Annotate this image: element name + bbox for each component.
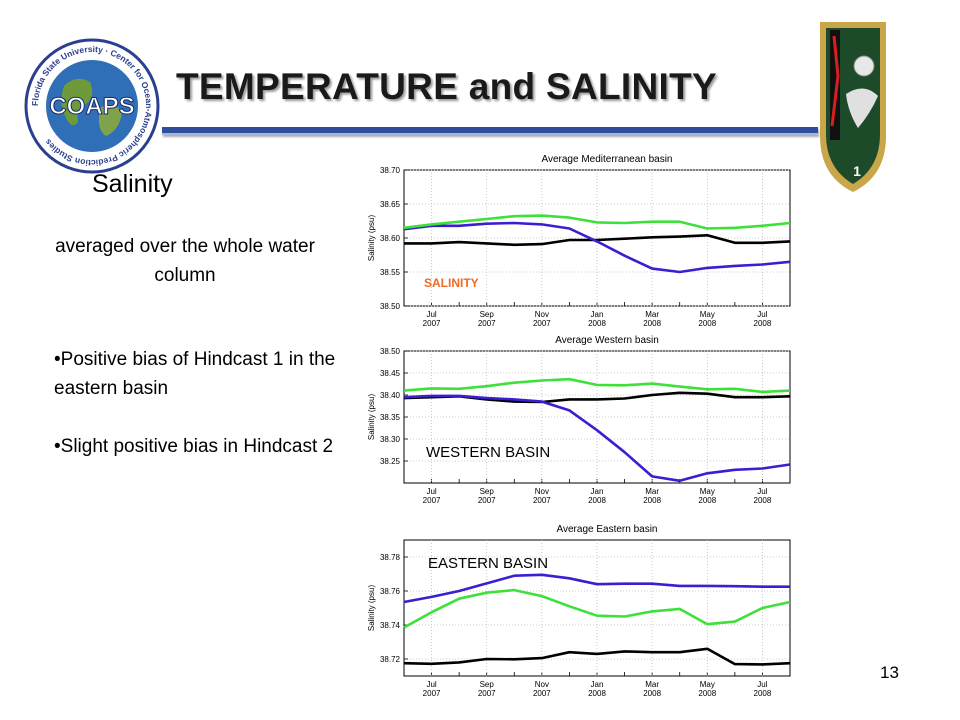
- y-tick-label: 38.76: [380, 587, 401, 596]
- x-tick-label: 2007: [423, 319, 441, 328]
- x-tick-label: 2008: [698, 689, 716, 698]
- x-tick-label: Jul: [757, 487, 767, 496]
- x-tick-label: 2008: [754, 689, 772, 698]
- chart-title: Average Eastern basin: [557, 524, 658, 535]
- x-tick-label: Mar: [645, 680, 659, 689]
- y-tick-label: 38.45: [380, 369, 401, 378]
- x-tick-label: Jul: [757, 680, 767, 689]
- chart-western: Average Western basin 38.25 38.30 38.35 38.4…: [367, 335, 791, 505]
- x-tick-label: 2007: [533, 689, 551, 698]
- chart-annotation: SALINITY: [424, 276, 479, 290]
- y-tick-label: 38.30: [380, 435, 401, 444]
- x-tick-label: Nov: [535, 310, 549, 319]
- y-tick-label: 38.50: [380, 302, 401, 311]
- y-tick-label: 38.72: [380, 655, 401, 664]
- x-tick-label: Mar: [645, 310, 659, 319]
- x-tick-label: May: [700, 310, 715, 319]
- x-tick-label: 2007: [533, 319, 551, 328]
- x-tick-label: 2007: [423, 496, 441, 505]
- y-tick-label: 38.70: [380, 166, 401, 175]
- y-tick-label: 38.50: [380, 347, 401, 356]
- x-tick-label: 2007: [533, 496, 551, 505]
- x-tick-label: Sep: [480, 680, 495, 689]
- chart-mediterranean: Average Mediterranean basin 38.50 38.55 38.…: [367, 154, 791, 328]
- series-line: [403, 573, 790, 604]
- logo-wordmark: COAPS: [49, 93, 134, 120]
- svg-text:1: 1: [853, 163, 861, 179]
- x-tick-label: 2008: [588, 319, 606, 328]
- y-tick-label: 38.40: [380, 391, 401, 400]
- section-heading: Salinity: [92, 170, 173, 198]
- x-tick-label: 2008: [588, 689, 606, 698]
- x-tick-label: 2007: [478, 496, 496, 505]
- series-line: [403, 588, 791, 629]
- regiment-emblem: 1: [820, 22, 886, 192]
- y-tick-label: 38.74: [380, 621, 401, 630]
- y-tick-label: 38.60: [380, 234, 401, 243]
- x-tick-label: Sep: [480, 310, 495, 319]
- x-tick-label: Nov: [535, 487, 549, 496]
- y-axis-label: Salinity (psu): [367, 394, 376, 441]
- x-tick-label: 2008: [643, 496, 661, 505]
- y-axis-label: Salinity (psu): [367, 215, 376, 262]
- x-tick-label: Jan: [591, 310, 604, 319]
- series-line: [403, 377, 791, 394]
- x-tick-label: 2008: [643, 689, 661, 698]
- x-tick-label: Mar: [645, 487, 659, 496]
- x-tick-label: 2008: [588, 496, 606, 505]
- y-axis-label: Salinity (psu): [367, 585, 376, 632]
- chart-title: Average Mediterranean basin: [541, 154, 672, 165]
- x-tick-label: May: [700, 487, 715, 496]
- series-line: [403, 647, 791, 666]
- x-tick-label: 2007: [478, 689, 496, 698]
- x-tick-label: Jul: [426, 487, 436, 496]
- x-tick-label: Nov: [535, 680, 549, 689]
- y-tick-label: 38.78: [380, 553, 401, 562]
- x-tick-label: Jul: [426, 680, 436, 689]
- chart-title: Average Western basin: [555, 335, 659, 346]
- coaps-logo: COAPS Florida State University · Center …: [24, 38, 160, 174]
- x-tick-label: 2007: [423, 689, 441, 698]
- x-tick-label: 2008: [754, 319, 772, 328]
- series-line: [403, 214, 791, 230]
- averaging-note: averaged over the whole water column: [55, 236, 315, 286]
- y-tick-label: 38.55: [380, 268, 401, 277]
- y-tick-label: 38.35: [380, 413, 401, 422]
- x-tick-label: 2008: [698, 319, 716, 328]
- bullet-point: •Positive bias of Hindcast 1 in the east…: [54, 349, 336, 399]
- series-line: [403, 394, 791, 483]
- x-tick-label: Jul: [757, 310, 767, 319]
- title-underline: [162, 127, 818, 135]
- slide-title: TEMPERATURE and SALINITY: [176, 66, 717, 107]
- page-number: 13: [880, 663, 899, 682]
- chart-annotation: WESTERN BASIN: [426, 444, 550, 461]
- x-tick-label: Sep: [480, 487, 495, 496]
- x-tick-label: 2007: [478, 319, 496, 328]
- x-tick-label: Jan: [591, 680, 604, 689]
- x-tick-label: Jan: [591, 487, 604, 496]
- y-tick-label: 38.65: [380, 200, 401, 209]
- chart-eastern: Average Eastern basin 38.72 38.74 38.76 38.7…: [367, 524, 791, 698]
- x-tick-label: 2008: [643, 319, 661, 328]
- x-tick-label: Jul: [426, 310, 436, 319]
- x-tick-label: May: [700, 680, 715, 689]
- x-tick-label: 2008: [698, 496, 716, 505]
- x-tick-label: 2008: [754, 496, 772, 505]
- bullet-point: •Slight positive bias in Hindcast 2: [54, 436, 334, 457]
- chart-annotation: EASTERN BASIN: [428, 555, 548, 572]
- series-line: [403, 221, 791, 274]
- y-tick-label: 38.25: [380, 457, 401, 466]
